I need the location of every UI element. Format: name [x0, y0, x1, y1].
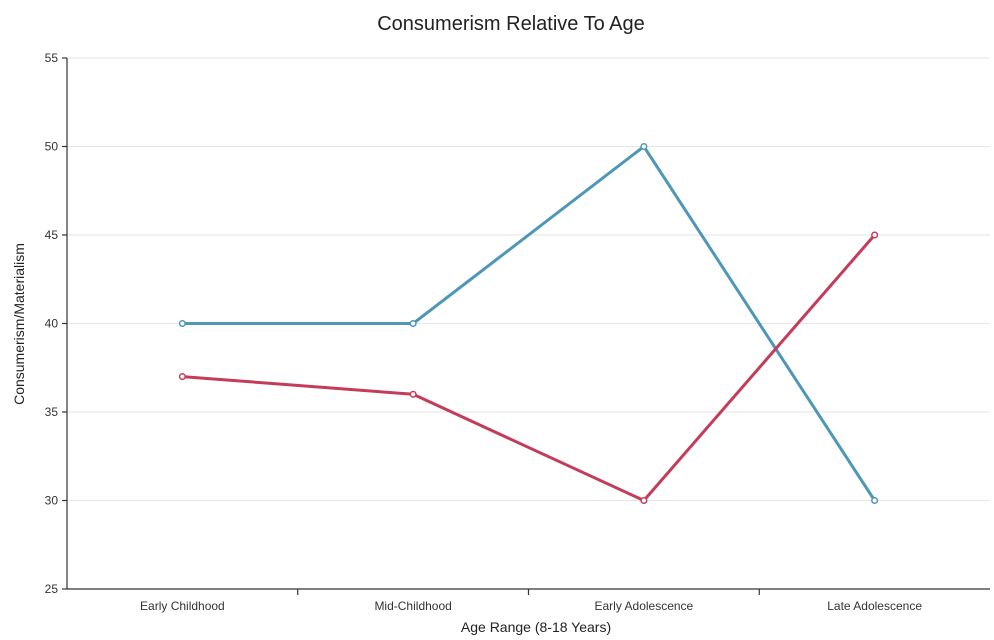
y-tick-label: 35: [45, 405, 59, 419]
series-layer: [178, 142, 879, 505]
chart-title: Consumerism Relative To Age: [377, 13, 645, 35]
y-tick-label: 50: [45, 140, 59, 154]
series-1-point: [871, 496, 879, 505]
series-1-point: [409, 319, 417, 328]
series-2-point: [178, 373, 186, 381]
series-2-point: [409, 390, 417, 398]
series-line-2: [180, 233, 877, 502]
y-tick-label: 55: [45, 51, 59, 65]
x-tick-label: Late Adolescence: [827, 599, 922, 613]
y-tick-label: 25: [45, 582, 59, 596]
series-2-point: [871, 231, 879, 239]
series-1-point: [640, 142, 648, 151]
y-axis-title: Consumerism/Materialism: [11, 243, 27, 405]
series-2-point: [640, 496, 648, 505]
y-tick-label: 30: [45, 494, 59, 508]
axes: 25 30 35 40 45 50 55 Early Childhood Mid-Childho…: [45, 51, 990, 613]
x-tick-label: Early Childhood: [140, 599, 225, 613]
y-tick-label: 45: [45, 228, 59, 242]
y-tick-label: 40: [45, 317, 59, 331]
x-tick-label: Early Adolescence: [595, 599, 694, 613]
x-axis-title: Age Range (8-18 Years): [461, 619, 611, 635]
gridlines: [67, 57, 990, 501]
series-1-point: [178, 319, 186, 328]
series-line-1: [180, 145, 877, 502]
x-tick-label: Mid-Childhood: [374, 599, 451, 613]
